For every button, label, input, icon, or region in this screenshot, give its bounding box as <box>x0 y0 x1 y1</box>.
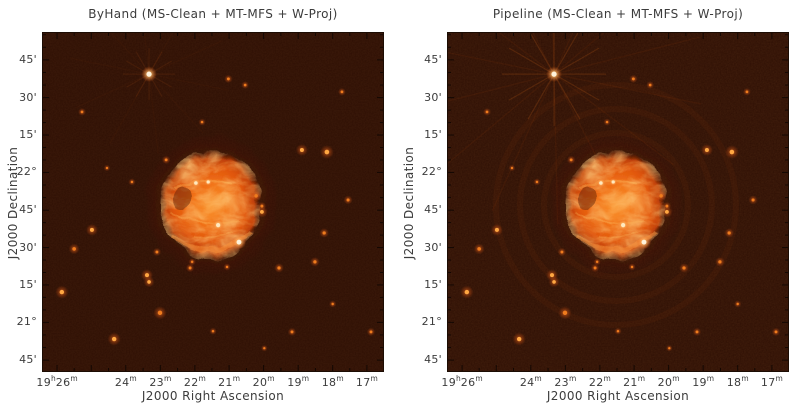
y-tick-label: 30' <box>19 90 37 104</box>
x-tick-label: 24m <box>114 374 137 389</box>
y-tick-label: 30' <box>424 240 442 254</box>
panel-title-byhand: ByHand (MS-Clean + MT-MFS + W-Proj) <box>88 7 338 21</box>
x-tick-label: 19h26m <box>441 374 483 389</box>
x-tick-label: 21m <box>623 374 646 389</box>
y-tick-label: 15' <box>19 277 37 291</box>
y-tick-label: 30' <box>19 240 37 254</box>
y-tick-label: 21° <box>421 315 442 329</box>
x-tick-label: 24m <box>519 374 542 389</box>
y-tick-label: 45' <box>424 203 442 217</box>
x-axis-label-pipeline: J2000 Right Ascension <box>546 389 690 403</box>
x-tick-label: 23m <box>149 374 172 389</box>
x-tick-label: 22m <box>588 374 611 389</box>
y-tick-label: 45' <box>424 353 442 367</box>
sky-image-byhand <box>42 32 384 372</box>
y-tick-label: 22° <box>16 165 37 179</box>
x-tick-label: 18m <box>321 374 344 389</box>
x-tick-label: 19h26m <box>36 374 78 389</box>
x-tick-label: 22m <box>183 374 206 389</box>
x-tick-label: 17m <box>760 374 783 389</box>
x-tick-label: 19m <box>692 374 715 389</box>
x-tick-label: 20m <box>252 374 275 389</box>
x-tick-label: 23m <box>554 374 577 389</box>
y-tick-label: 45' <box>19 52 37 66</box>
panel-title-pipeline: Pipeline (MS-Clean + MT-MFS + W-Proj) <box>492 7 744 21</box>
y-tick-label: 45' <box>19 353 37 367</box>
x-tick-label: 18m <box>726 374 749 389</box>
x-axis-label-byhand: J2000 Right Ascension <box>141 389 285 403</box>
y-tick-label: 30' <box>424 90 442 104</box>
x-tick-label: 20m <box>657 374 680 389</box>
x-tick-label: 17m <box>355 374 378 389</box>
y-tick-label: 21° <box>16 315 37 329</box>
x-tick-label: 21m <box>218 374 241 389</box>
y-tick-label: 45' <box>19 203 37 217</box>
y-tick-label: 15' <box>19 128 37 142</box>
y-tick-label: 45' <box>424 52 442 66</box>
x-tick-label: 19m <box>287 374 310 389</box>
y-tick-label: 15' <box>424 128 442 142</box>
y-tick-label: 22° <box>421 165 442 179</box>
y-tick-label: 15' <box>424 277 442 291</box>
sky-image-pipeline <box>447 32 789 372</box>
